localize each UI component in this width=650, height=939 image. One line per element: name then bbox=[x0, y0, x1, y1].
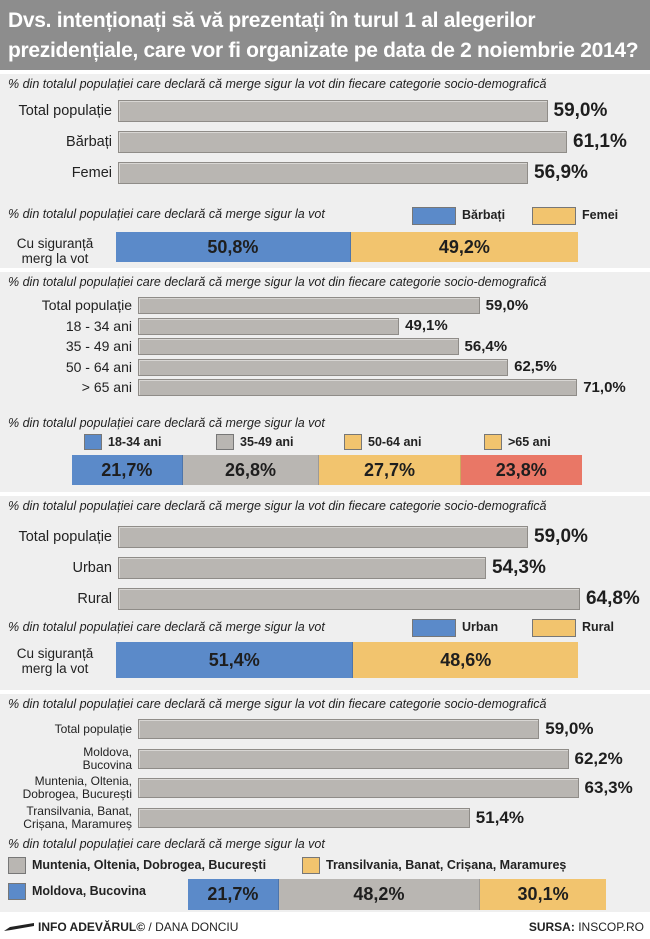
bar-value-label: 62,5% bbox=[514, 358, 557, 376]
bar-value-label: 59,0% bbox=[534, 526, 588, 548]
stacked-segment-value: 27,7% bbox=[319, 455, 461, 485]
legend-swatch bbox=[216, 434, 234, 450]
stacked-segment-value: 48,2% bbox=[278, 879, 481, 910]
legend-label: Rural bbox=[582, 620, 614, 634]
page-title: Dvs. intenționați să vă prezentați în tu… bbox=[0, 0, 650, 70]
bar bbox=[118, 162, 529, 184]
legend-label: Bărbați bbox=[462, 208, 506, 222]
chart-subtitle: % din totalul populației care declară că… bbox=[8, 416, 325, 430]
chart-subtitle: % din totalul populației care declară că… bbox=[8, 620, 325, 634]
bar bbox=[138, 317, 400, 335]
bar-value-label: 59,0% bbox=[485, 296, 529, 314]
stacked-segment-value: 30,1% bbox=[480, 879, 606, 910]
row-label: Cu siguranță merg la vot bbox=[16, 646, 94, 676]
footer-source-name: INSCOP.RO bbox=[574, 920, 644, 934]
bar-value-label: 56,9% bbox=[534, 162, 588, 184]
legend-label: Femei bbox=[582, 208, 619, 222]
bar bbox=[138, 338, 459, 355]
bar-value-label: 49,1% bbox=[405, 317, 448, 335]
legend-label: Urban bbox=[462, 620, 499, 634]
bar-value-label: 56,4% bbox=[464, 337, 508, 355]
title-line-2: prezidențiale, care vor fi organizate pe… bbox=[8, 39, 639, 62]
stacked-segment-value: 26,8% bbox=[182, 455, 320, 485]
category-label: Total populație bbox=[18, 102, 112, 119]
legend-swatch bbox=[412, 207, 456, 225]
footer-source-label: SURSA: bbox=[528, 920, 575, 934]
category-label: 35 - 49 ani bbox=[65, 338, 132, 354]
bar bbox=[138, 297, 480, 314]
bar-value-label: 54,3% bbox=[491, 557, 546, 579]
bar-value-label: 71,0% bbox=[583, 378, 626, 396]
legend-swatch bbox=[302, 857, 320, 874]
category-label: 18 - 34 ani bbox=[65, 317, 132, 334]
bar-value-label: 64,8% bbox=[585, 588, 640, 610]
bar-value-label: 51,4% bbox=[475, 807, 524, 827]
bar bbox=[118, 100, 548, 122]
category-label: Urban bbox=[72, 559, 113, 576]
row-label: Cu siguranță merg la vot bbox=[16, 236, 94, 266]
bar bbox=[118, 588, 580, 610]
bar bbox=[138, 379, 578, 396]
chart-subtitle: % din totalul populației care declară că… bbox=[8, 207, 325, 221]
stacked-segment-value: 51,4% bbox=[116, 642, 354, 678]
legend-swatch bbox=[8, 857, 26, 874]
footer: INFO ADEVĂRUL© / DANA DONCIU SURSA: INSC… bbox=[0, 916, 650, 939]
bar-value-label: 61,1% bbox=[573, 131, 627, 153]
stacked-segment-value: 23,8% bbox=[460, 455, 582, 485]
legend-swatch bbox=[532, 619, 576, 637]
bar bbox=[138, 778, 579, 798]
stacked-segment-value: 21,7% bbox=[188, 879, 279, 910]
category-label: Muntenia, Oltenia, Dobrogea, București bbox=[22, 774, 132, 801]
legend-swatch bbox=[84, 434, 102, 450]
legend-label: 35-49 ani bbox=[240, 435, 294, 449]
category-label: Femei bbox=[71, 164, 112, 181]
category-label: Total populație bbox=[18, 528, 112, 545]
legend-label: >65 ani bbox=[508, 435, 551, 449]
category-label: > 65 ani bbox=[81, 379, 132, 395]
chart-subtitle: % din totalul populației care declară că… bbox=[8, 77, 547, 91]
bar-value-label: 62,2% bbox=[574, 748, 623, 768]
category-label: Transilvania, Banat, Crișana, Maramureș bbox=[23, 803, 132, 831]
bar-value-label: 59,0% bbox=[545, 719, 594, 739]
chart-subtitle: % din totalul populației care declară că… bbox=[8, 837, 325, 851]
chart-subtitle: % din totalul populației care declară că… bbox=[8, 697, 547, 711]
bar bbox=[118, 557, 486, 579]
bar-value-label: 59,0% bbox=[553, 100, 608, 122]
title-line-1: Dvs. intenționați să vă prezentați în tu… bbox=[8, 9, 536, 32]
category-label: 50 - 64 ani bbox=[65, 358, 132, 375]
legend-swatch bbox=[532, 207, 576, 225]
stacked-segment-value: 50,8% bbox=[116, 232, 351, 262]
stacked-segment-value: 21,7% bbox=[72, 455, 183, 485]
legend-label: 18-34 ani bbox=[108, 435, 162, 449]
legend-label: Moldova, Bucovina bbox=[32, 884, 146, 898]
bar bbox=[118, 131, 567, 153]
bar bbox=[138, 358, 509, 376]
pen-icon bbox=[4, 922, 34, 931]
category-label: Total populație bbox=[54, 721, 132, 736]
footer-credit-brand: INFO ADEVĂRUL© bbox=[38, 920, 146, 934]
legend-swatch bbox=[8, 883, 26, 900]
bar bbox=[138, 719, 540, 739]
bar bbox=[138, 807, 470, 828]
legend-swatch bbox=[484, 434, 502, 450]
category-label: Bărbați bbox=[66, 133, 112, 150]
chart-subtitle: % din totalul populației care declară că… bbox=[8, 275, 547, 289]
legend-swatch bbox=[344, 434, 362, 450]
legend-label: Transilvania, Banat, Crișana, Maramureș bbox=[326, 858, 567, 872]
category-label: Rural bbox=[77, 590, 112, 607]
stacked-segment-value: 48,6% bbox=[353, 642, 578, 678]
chart-subtitle: % din totalul populației care declară că… bbox=[8, 499, 547, 513]
stacked-segment-value: 49,2% bbox=[350, 232, 578, 262]
legend-label: Muntenia, Oltenia, Dobrogea, București bbox=[32, 858, 267, 872]
footer-credit-author: / DANA DONCIU bbox=[145, 920, 239, 934]
legend-swatch bbox=[412, 619, 456, 637]
bar bbox=[138, 748, 569, 769]
bar bbox=[118, 526, 529, 548]
legend-label: 50-64 ani bbox=[368, 435, 422, 449]
bar-value-label: 63,3% bbox=[584, 778, 633, 798]
category-label: Moldova, Bucovina bbox=[82, 744, 132, 772]
category-label: Total populație bbox=[41, 297, 132, 313]
